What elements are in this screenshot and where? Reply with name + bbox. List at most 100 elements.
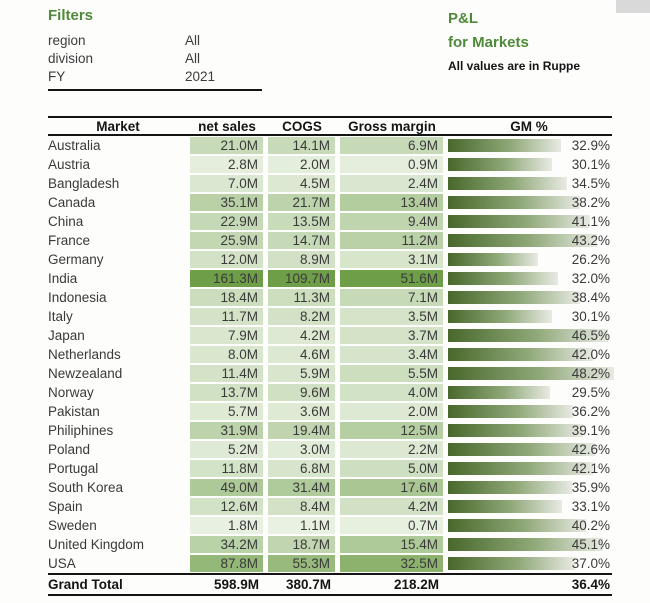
table-row[interactable]: Philiphines 31.9M 19.4M 12.5M 39.1% xyxy=(48,421,612,440)
gm-pct-value: 46.5% xyxy=(571,328,610,343)
report-title: P&L xyxy=(448,10,478,27)
gm-data-bar xyxy=(448,424,583,437)
table-row[interactable]: China 22.9M 13.5M 9.4M 41.1% xyxy=(48,212,612,231)
gm-data-bar xyxy=(448,405,573,418)
column-header-net-sales[interactable]: net sales xyxy=(188,116,266,136)
table-row[interactable]: Newzealand 11.4M 5.9M 5.5M 48.2% xyxy=(48,364,614,383)
gm-pct-cell: 33.1% xyxy=(446,497,612,516)
gm-data-bar xyxy=(448,443,595,456)
net-sales-cell: 31.9M xyxy=(188,421,266,440)
table-row[interactable]: Italy 11.7M 8.2M 3.5M 30.1% xyxy=(48,307,612,326)
market-cell: Sweden xyxy=(48,518,97,533)
gm-pct-cell: 40.2% xyxy=(446,516,612,535)
gm-pct-value: 39.1% xyxy=(571,423,610,438)
cogs-cell: 9.6M xyxy=(266,383,338,402)
table-row[interactable]: Canada 35.1M 21.7M 13.4M 38.2% xyxy=(48,193,612,212)
column-header-market[interactable]: Market xyxy=(48,116,188,136)
gross-margin-cell: 4.0M xyxy=(338,383,446,402)
gm-pct-value: 38.2% xyxy=(571,195,610,210)
table-row[interactable]: Sweden 1.8M 1.1M 0.7M 40.2% xyxy=(48,516,612,535)
filter-value-region[interactable]: All xyxy=(185,33,201,48)
market-cell: Poland xyxy=(48,442,91,457)
gm-pct-cell: 42.1% xyxy=(446,459,612,478)
market-cell: France xyxy=(48,233,91,248)
gm-pct-value: 30.1% xyxy=(571,157,610,172)
market-cell: Netherlands xyxy=(48,347,121,362)
net-sales-cell: 1.8M xyxy=(188,516,266,535)
gm-pct-value: 32.9% xyxy=(571,138,610,153)
table-row[interactable]: Pakistan 5.7M 3.6M 2.0M 36.2% xyxy=(48,402,612,421)
top-right-artifact xyxy=(616,0,650,13)
net-sales-cell: 12.6M xyxy=(188,497,266,516)
net-sales-cell: 49.0M xyxy=(188,478,266,497)
net-sales-cell: 7.9M xyxy=(188,326,266,345)
table-row[interactable]: Portugal 11.8M 6.8M 5.0M 42.1% xyxy=(48,459,612,478)
market-cell: South Korea xyxy=(48,480,124,495)
filters-title: Filters xyxy=(48,7,94,24)
table-row[interactable]: United Kingdom 34.2M 18.7M 15.4M 45.1% xyxy=(48,535,612,554)
table-row[interactable]: Indonesia 18.4M 11.3M 7.1M 38.4% xyxy=(48,288,612,307)
column-header-cogs[interactable]: COGS xyxy=(266,116,338,136)
table-row[interactable]: Austria 2.8M 2.0M 0.9M 30.1% xyxy=(48,155,612,174)
pnl-table: Market net sales COGS Gross margin GM % … xyxy=(48,116,614,596)
market-cell: Spain xyxy=(48,499,83,514)
table-row[interactable]: Bangladesh 7.0M 4.5M 2.4M 34.5% xyxy=(48,174,612,193)
gm-pct-cell: 43.2% xyxy=(446,231,612,250)
cogs-cell: 4.6M xyxy=(266,345,338,364)
gross-margin-cell: 0.7M xyxy=(338,516,446,535)
gm-data-bar xyxy=(448,253,539,266)
cogs-cell: 13.5M xyxy=(266,212,338,231)
filter-value-fy[interactable]: 2021 xyxy=(185,69,216,84)
cogs-cell: 8.9M xyxy=(266,250,338,269)
gm-pct-value: 42.6% xyxy=(571,442,610,457)
table-row[interactable]: India 161.3M 109.7M 51.6M 32.0% xyxy=(48,269,612,288)
gm-pct-value: 38.4% xyxy=(571,290,610,305)
net-sales-cell: 7.0M xyxy=(188,174,266,193)
table-row[interactable]: Spain 12.6M 8.4M 4.2M 33.1% xyxy=(48,497,612,516)
gm-data-bar xyxy=(448,481,572,494)
gm-data-bar xyxy=(448,386,550,399)
gm-pct-value: 35.9% xyxy=(571,480,610,495)
gm-pct-cell: 41.1% xyxy=(446,212,612,231)
net-sales-cell: 35.1M xyxy=(188,193,266,212)
filter-row-fy: FY 2021 xyxy=(48,68,262,86)
cogs-cell: 31.4M xyxy=(266,478,338,497)
gm-pct-cell: 36.2% xyxy=(446,402,612,421)
market-cell: Australia xyxy=(48,138,101,153)
table-row[interactable]: Poland 5.2M 3.0M 2.2M 42.6% xyxy=(48,440,612,459)
net-sales-cell: 11.7M xyxy=(188,307,266,326)
gm-pct-value: 33.1% xyxy=(571,499,610,514)
gm-pct-cell: 42.6% xyxy=(446,440,612,459)
net-sales-cell: 12.0M xyxy=(188,250,266,269)
table-row[interactable]: South Korea 49.0M 31.4M 17.6M 35.9% xyxy=(48,478,612,497)
table-row[interactable]: Netherlands 8.0M 4.6M 3.4M 42.0% xyxy=(48,345,612,364)
cogs-cell: 19.4M xyxy=(266,421,338,440)
table-row[interactable]: USA 87.8M 55.3M 32.5M 37.0% xyxy=(48,554,612,574)
net-sales-cell: 11.8M xyxy=(188,459,266,478)
gross-margin-cell: 0.9M xyxy=(338,155,446,174)
net-sales-cell: 161.3M xyxy=(188,269,266,288)
table-row[interactable]: Japan 7.9M 4.2M 3.7M 46.5% xyxy=(48,326,612,345)
column-header-gm-pct[interactable]: GM % xyxy=(446,116,612,136)
table-row[interactable]: France 25.9M 14.7M 11.2M 43.2% xyxy=(48,231,612,250)
gm-data-bar xyxy=(448,557,576,570)
gross-margin-cell: 3.1M xyxy=(338,250,446,269)
filter-row-division: division All xyxy=(48,50,262,68)
filter-value-division[interactable]: All xyxy=(185,51,201,66)
gm-data-bar xyxy=(448,367,614,380)
cogs-cell: 21.7M xyxy=(266,193,338,212)
gm-pct-cell: 37.0% xyxy=(446,554,612,574)
table-row[interactable]: Australia 21.0M 14.1M 6.9M 32.9% xyxy=(48,135,612,155)
net-sales-cell: 22.9M xyxy=(188,212,266,231)
gm-data-bar xyxy=(448,158,552,171)
market-cell: Portugal xyxy=(48,461,99,476)
gm-data-bar xyxy=(448,310,552,323)
gross-margin-cell: 7.1M xyxy=(338,288,446,307)
table-row[interactable]: Norway 13.7M 9.6M 4.0M 29.5% xyxy=(48,383,612,402)
gm-pct-cell: 29.5% xyxy=(446,383,612,402)
table-row[interactable]: Germany 12.0M 8.9M 3.1M 26.2% xyxy=(48,250,612,269)
column-header-gross-margin[interactable]: Gross margin xyxy=(338,116,446,136)
market-cell: Newzealand xyxy=(48,366,123,381)
grand-total-row: Grand Total 598.9M 380.7M 218.2M 36.4% xyxy=(48,573,612,596)
market-cell: Indonesia xyxy=(48,290,107,305)
